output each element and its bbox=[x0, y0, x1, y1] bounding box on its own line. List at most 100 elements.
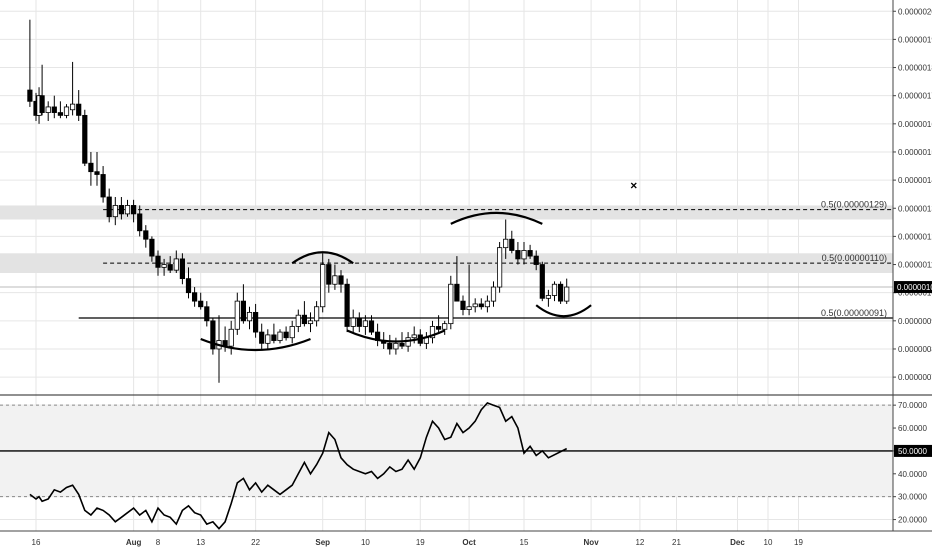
candle-up bbox=[411, 334, 417, 339]
candle-down bbox=[435, 326, 442, 330]
time-tick-label: 12 bbox=[635, 538, 644, 547]
level-layer: 0.5(0.00000129) 0.5(0.00000110) 0.5(0.0000… bbox=[0, 200, 893, 319]
candle-down bbox=[399, 342, 405, 347]
last-price-label: 0.00000102 bbox=[897, 283, 932, 292]
candle-up bbox=[45, 106, 51, 113]
candle-up bbox=[466, 306, 472, 310]
candle-up bbox=[265, 334, 271, 344]
candle-up bbox=[564, 286, 570, 302]
candle-down bbox=[191, 292, 198, 302]
candle-up bbox=[289, 326, 295, 339]
candle-up bbox=[228, 328, 234, 347]
candle-up bbox=[551, 283, 558, 296]
candle-up bbox=[490, 286, 497, 302]
candle-down bbox=[283, 331, 289, 339]
candle-down bbox=[57, 112, 64, 116]
price-zone bbox=[0, 205, 893, 220]
rsi-value-tag bbox=[894, 444, 932, 457]
price-tick-label: 0.00000070 bbox=[898, 373, 932, 382]
candle-down bbox=[155, 255, 161, 268]
candle-down bbox=[210, 320, 216, 350]
candle-up bbox=[70, 103, 76, 111]
price-tick-label: 0.00000170 bbox=[898, 92, 932, 101]
candle-down bbox=[51, 106, 57, 113]
candle-up bbox=[448, 283, 454, 325]
price-tick-label: 0.00000180 bbox=[898, 64, 932, 73]
candle-up bbox=[295, 314, 301, 327]
arc-layer: × bbox=[200, 179, 637, 351]
candle-up bbox=[393, 342, 399, 350]
candle-down bbox=[326, 264, 332, 285]
time-tick-label: 19 bbox=[794, 538, 803, 547]
candle-up bbox=[313, 306, 320, 322]
candle-up bbox=[307, 320, 314, 325]
candle-up bbox=[350, 317, 356, 327]
candle-down bbox=[82, 114, 88, 164]
x-marker: × bbox=[630, 179, 637, 193]
candle-up bbox=[442, 323, 448, 330]
price-tick-label: 0.00000110 bbox=[898, 261, 932, 270]
candle-up bbox=[545, 295, 552, 299]
candle-up bbox=[320, 264, 326, 308]
candle-down bbox=[301, 314, 308, 325]
candle-down bbox=[198, 300, 204, 308]
rsi-tick-label: 20.0000 bbox=[898, 516, 927, 525]
candle-down bbox=[143, 230, 149, 240]
time-tick-label: 10 bbox=[361, 538, 370, 547]
time-tick-label: 15 bbox=[520, 538, 529, 547]
fib-level-label: 0.5(0.00000110) bbox=[822, 253, 887, 263]
price-tick-label: 0.00000160 bbox=[898, 120, 932, 129]
candle-up bbox=[234, 300, 240, 330]
rsi-tick-label: 40.0000 bbox=[898, 470, 927, 479]
price-tick-label: 0.00000140 bbox=[898, 176, 932, 185]
fib-level-label: 0.5(0.00000091) bbox=[821, 308, 887, 318]
candle-down bbox=[252, 311, 259, 333]
time-tick-label: Dec bbox=[730, 538, 745, 547]
time-tick-label: 10 bbox=[764, 538, 773, 547]
candle-down bbox=[130, 205, 137, 215]
candle-down bbox=[478, 303, 484, 308]
pattern-cup-arc bbox=[200, 337, 311, 351]
price-tick-label: 0.00000100 bbox=[898, 289, 932, 298]
candle-down bbox=[539, 264, 545, 299]
candle-down bbox=[118, 205, 124, 215]
fib-level-label: 0.5(0.00000129) bbox=[821, 200, 887, 210]
candle-down bbox=[179, 258, 185, 280]
pattern-cup-arc bbox=[346, 329, 446, 343]
last-price-tag bbox=[894, 281, 932, 294]
candle-up bbox=[332, 275, 338, 285]
price-tick-label: 0.00000130 bbox=[898, 204, 932, 213]
time-tick-label: 22 bbox=[251, 538, 260, 547]
candle-up bbox=[124, 205, 131, 215]
candle-down bbox=[204, 306, 210, 322]
time-tick-label: 21 bbox=[672, 538, 681, 547]
candle-up bbox=[161, 264, 167, 268]
candle-down bbox=[460, 300, 466, 310]
pattern-cap-arc bbox=[291, 251, 354, 265]
time-tick-label: Aug bbox=[126, 538, 142, 547]
candle-down bbox=[185, 278, 192, 294]
time-tick-label: 13 bbox=[196, 538, 205, 547]
time-tick-label: Oct bbox=[462, 538, 476, 547]
candle-down bbox=[515, 250, 521, 260]
candle-down bbox=[149, 238, 155, 257]
candle-up bbox=[173, 258, 179, 271]
price-tick-label: 0.00000080 bbox=[898, 345, 932, 354]
candle-down bbox=[76, 103, 82, 116]
candle-up bbox=[484, 300, 491, 308]
candle-down bbox=[39, 95, 45, 113]
candle-up bbox=[246, 311, 253, 322]
rsi-line bbox=[29, 401, 568, 530]
candle-up bbox=[429, 326, 436, 339]
time-tick-label: Nov bbox=[584, 538, 600, 547]
candle-down bbox=[509, 238, 515, 251]
candle-down bbox=[271, 334, 277, 341]
candle-down bbox=[533, 255, 539, 265]
candle-down bbox=[454, 283, 460, 302]
candle-down bbox=[527, 250, 533, 257]
time-tick-label: 8 bbox=[156, 538, 161, 547]
candle-down bbox=[338, 275, 344, 285]
